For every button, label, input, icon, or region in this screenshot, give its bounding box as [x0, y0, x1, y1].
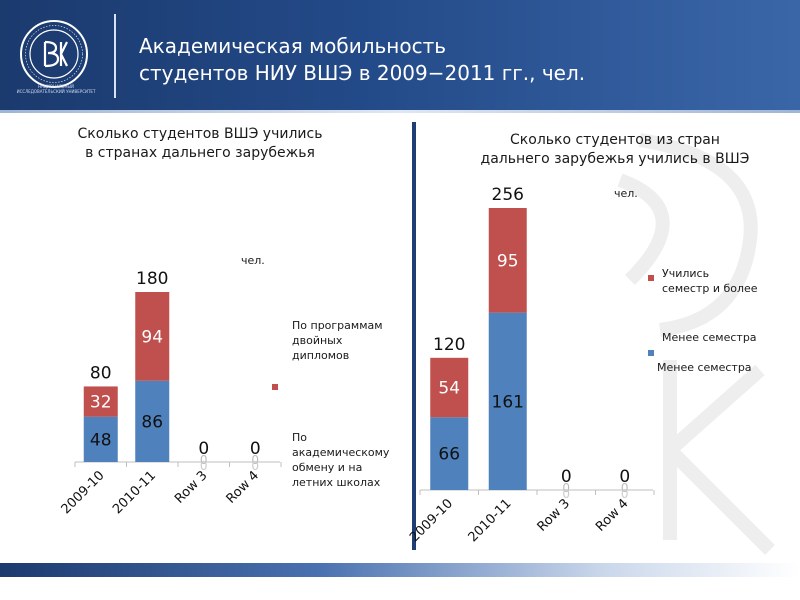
right-legend-blue-label-duplicate: Менее семестра [657, 361, 752, 374]
logo-caption: НАЦИОНАЛЬНЫЙ ИССЛЕДОВАТЕЛЬСКИЙ УНИВЕРСИТ… [16, 84, 96, 94]
page-title: Академическая мобильность студентов НИУ … [139, 34, 586, 85]
right-bar-blue-1 [488, 312, 527, 490]
left-legend-red-label: По программам двойных дипломов [292, 319, 383, 362]
right-bar-red-0 [430, 357, 469, 418]
left-bar-red-1 [135, 292, 170, 381]
left-total-label-3: 0 [250, 439, 261, 459]
left-zero-label-2: 0 [200, 453, 208, 467]
header-bar [0, 0, 800, 113]
left-bar-blue-0 [83, 416, 118, 462]
left-zero-label-shadow-2: 0 [200, 459, 208, 473]
right-bar-label-0-1: 54 [438, 379, 460, 399]
right-zero-label-3: 0 [621, 481, 629, 495]
right-chart-title: Сколько студентов из стран дальнего зару… [480, 132, 750, 167]
right-zero-label-shadow-2: 0 [562, 487, 570, 501]
left-legend-blue-label: По академическому обмену и на летних шко… [292, 431, 390, 489]
left-chart-title: Сколько студентов ВШЭ учились в странах … [77, 126, 323, 161]
left-unit-label: чел. [241, 254, 265, 267]
left-bar-label-1-1: 94 [141, 327, 163, 347]
right-total-label-3: 0 [619, 467, 630, 487]
right-legend-blue-label: Менее семестра [662, 331, 757, 344]
left-bar-blue-1 [135, 380, 170, 462]
university-logo [20, 20, 88, 88]
left-bar-label-1-0: 86 [141, 412, 163, 432]
left-zero-label-3: 0 [251, 453, 259, 467]
center-divider [412, 122, 416, 550]
right-zero-label-shadow-3: 0 [621, 487, 629, 501]
right-category-label-3: Row 4 [593, 496, 632, 535]
watermark-ornament [617, 133, 775, 555]
right-category-label-2: Row 3 [535, 496, 574, 535]
right-bar-red-1 [488, 208, 527, 313]
left-total-label-2: 0 [198, 439, 209, 459]
right-legend-blue-swatch [648, 350, 654, 356]
left-legend-red-swatch [272, 384, 278, 390]
right-total-label-2: 0 [561, 467, 572, 487]
right-bar-label-1-0: 161 [492, 392, 524, 412]
right-legend-red-label: Учились семестр и более [662, 267, 758, 295]
footer-bar [0, 563, 800, 577]
header-underline [0, 110, 800, 113]
right-bar-label-0-0: 66 [438, 445, 460, 465]
left-zero-label-shadow-3: 0 [251, 459, 259, 473]
right-legend-red-swatch [648, 275, 654, 281]
right-category-label-0: 2009-10 [407, 496, 456, 545]
left-bar-red-0 [83, 386, 118, 417]
header-divider [114, 14, 116, 98]
left-bar-label-0-0: 48 [90, 430, 112, 450]
left-total-label-0: 80 [90, 363, 112, 383]
right-total-label-1: 256 [492, 185, 524, 205]
right-bar-label-1-1: 95 [497, 251, 519, 271]
right-category-label-1: 2010-11 [466, 496, 515, 545]
right-zero-label-2: 0 [562, 481, 570, 495]
right-bar-blue-0 [430, 417, 469, 490]
right-total-label-0: 120 [433, 335, 465, 355]
right-unit-label: чел. [614, 187, 638, 200]
left-bar-label-0-1: 32 [90, 393, 112, 413]
left-total-label-1: 180 [136, 269, 168, 289]
